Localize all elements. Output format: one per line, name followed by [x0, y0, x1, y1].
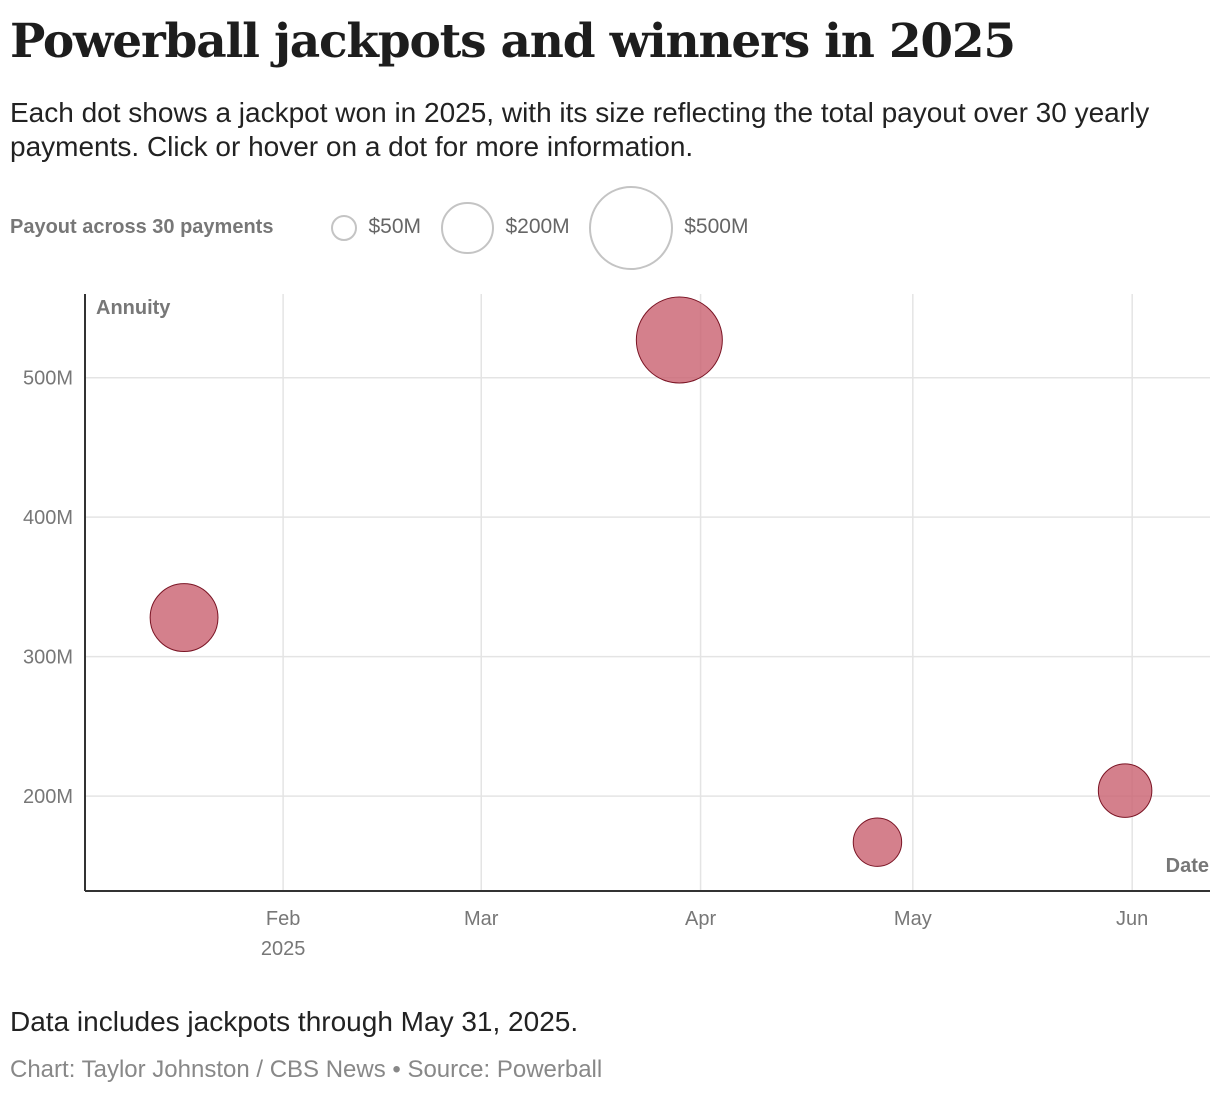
chart-subtitle: Each dot shows a jackpot won in 2025, wi… — [10, 97, 1150, 162]
size-legend-circle — [331, 214, 358, 242]
chart-credit: Chart: Taylor Johnston / CBS News • Sour… — [10, 1056, 603, 1083]
y-tick-label: 200M — [23, 786, 73, 808]
jackpot-dot[interactable] — [1097, 763, 1153, 818]
size-legend-label: $50M — [368, 215, 422, 238]
jackpot-dot[interactable] — [635, 296, 723, 384]
data-note: Data includes jackpots through May 31, 2… — [10, 1006, 579, 1037]
size-legend-circle — [441, 201, 495, 255]
x-tick-label: May — [894, 908, 932, 930]
size-legend-label: $200M — [505, 215, 570, 238]
x-tick-label: Apr — [685, 908, 716, 930]
y-axis-title: Annuity — [96, 297, 171, 319]
x-tick-label: Jun — [1116, 908, 1148, 930]
chart-title: Powerball jackpots and winners in 2025 — [10, 14, 1016, 69]
x-tick-label: Feb — [266, 908, 300, 930]
size-legend-circle — [589, 186, 674, 270]
y-tick-label: 300M — [23, 647, 73, 669]
jackpot-dot[interactable] — [149, 583, 219, 653]
size-legend: Payout across 30 payments $50M $200M $500M — [0, 180, 1220, 280]
size-legend-label: $500M — [684, 215, 749, 238]
size-legend-title: Payout across 30 payments — [10, 216, 274, 238]
x-tick-label: Mar — [464, 908, 499, 930]
y-tick-label: 400M — [23, 507, 73, 529]
x-axis-title: Date — [1166, 855, 1209, 877]
x-tick-year-label: 2025 — [261, 938, 306, 960]
y-tick-label: 500M — [23, 368, 73, 390]
bubble-chart: 200M 300M 400M 500M Feb 2025 Mar Apr May Jun Annui… — [23, 294, 1210, 960]
jackpot-dot[interactable] — [852, 817, 903, 867]
